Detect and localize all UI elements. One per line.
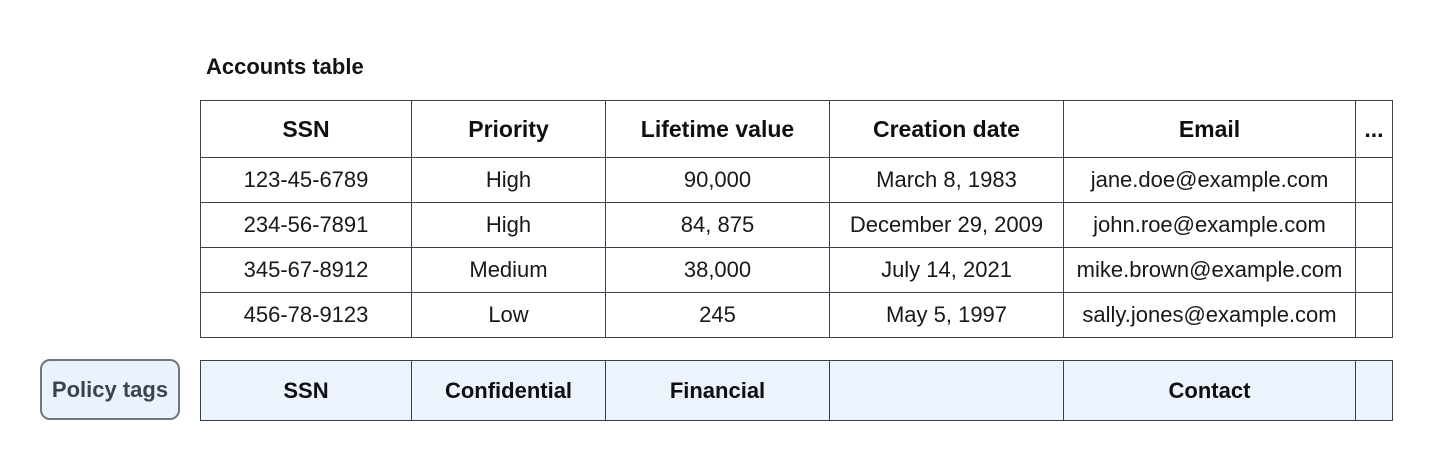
lifetime-value-cell: 38,000 [605, 247, 830, 293]
column-header-priority: Priority [411, 100, 606, 158]
column-header-email: Email [1063, 100, 1356, 158]
ellipsis-cell [1355, 157, 1393, 203]
email-cell: john.roe@example.com [1063, 202, 1356, 248]
priority-cell: Medium [411, 247, 606, 293]
priority-cell: High [411, 157, 606, 203]
policy-tag-ssn: SSN [200, 360, 412, 421]
creation-date-cell: May 5, 1997 [829, 292, 1064, 338]
policy-tag-contact: Contact [1063, 360, 1356, 421]
accounts-table: SSN Priority Lifetime value Creation dat… [200, 100, 1393, 338]
table-row: 123-45-6789 High 90,000 March 8, 1983 ja… [200, 157, 1393, 203]
priority-cell: High [411, 202, 606, 248]
header-row: SSN Priority Lifetime value Creation dat… [200, 100, 1393, 158]
table-title: Accounts table [206, 54, 364, 79]
table-row: 345-67-8912 Medium 38,000 July 14, 2021 … [200, 247, 1393, 293]
column-header-ssn: SSN [200, 100, 412, 158]
table-row: 456-78-9123 Low 245 May 5, 1997 sally.jo… [200, 292, 1393, 338]
column-header-creation-date: Creation date [829, 100, 1064, 158]
column-header-lifetime-value: Lifetime value [605, 100, 830, 158]
email-cell: sally.jones@example.com [1063, 292, 1356, 338]
ellipsis-cell [1355, 247, 1393, 293]
ssn-cell: 345-67-8912 [200, 247, 412, 293]
lifetime-value-cell: 245 [605, 292, 830, 338]
policy-tag-empty [829, 360, 1064, 421]
creation-date-cell: March 8, 1983 [829, 157, 1064, 203]
ellipsis-cell [1355, 202, 1393, 248]
email-cell: mike.brown@example.com [1063, 247, 1356, 293]
ssn-cell: 123-45-6789 [200, 157, 412, 203]
priority-cell: Low [411, 292, 606, 338]
ssn-cell: 234-56-7891 [200, 202, 412, 248]
table-row: 234-56-7891 High 84, 875 December 29, 20… [200, 202, 1393, 248]
ellipsis-cell [1355, 292, 1393, 338]
creation-date-cell: December 29, 2009 [829, 202, 1064, 248]
lifetime-value-cell: 90,000 [605, 157, 830, 203]
policy-tags-button[interactable]: Policy tags [40, 359, 180, 420]
ssn-cell: 456-78-9123 [200, 292, 412, 338]
policy-tag-financial: Financial [605, 360, 830, 421]
policy-row: SSN Confidential Financial Contact [200, 360, 1393, 421]
creation-date-cell: July 14, 2021 [829, 247, 1064, 293]
policy-tags-row: SSN Confidential Financial Contact [200, 360, 1393, 421]
lifetime-value-cell: 84, 875 [605, 202, 830, 248]
policy-tag-empty-last [1355, 360, 1393, 421]
column-header-ellipsis: ... [1355, 100, 1393, 158]
policy-tag-confidential: Confidential [411, 360, 606, 421]
email-cell: jane.doe@example.com [1063, 157, 1356, 203]
